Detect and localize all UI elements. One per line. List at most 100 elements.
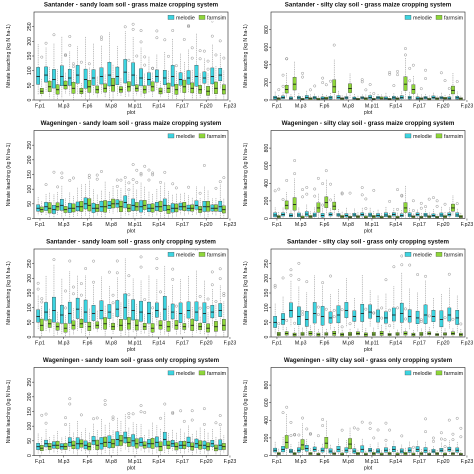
x-tick-label: F.p17 [413,104,426,110]
chart-panel-7: Wageningen - sandy loam soil - grass onl… [6,357,236,472]
x-axis-label: plot [127,110,136,116]
farmsim-box [182,79,187,93]
outlier-point [131,412,135,416]
outlier-point [443,445,447,448]
x-axis-label: plot [364,466,373,472]
y-tick-label: 200 [27,274,33,283]
outlier-point [360,80,364,84]
outlier-point [44,412,48,416]
x-tick-label: M.p11 [365,459,379,465]
y-tick-label: 200 [264,78,270,87]
chart-panel-4: Wageningen - silty clay soil - grass mai… [243,120,473,235]
outlier-point [324,169,328,173]
outlier-point [222,294,226,297]
melodie-box [344,302,349,318]
outlier-point [92,417,95,421]
outlier-point [273,283,277,287]
y-tick-label: 0 [27,454,33,457]
outlier-point [79,60,83,64]
outlier-point [340,428,344,432]
outlier-point [84,267,88,270]
melodie-box [115,66,120,85]
outlier-point [332,309,336,312]
y-tick-label: 0 [264,98,270,101]
outlier-point [372,436,376,440]
melodie-box [170,65,175,87]
y-tick-label: 400 [264,179,270,188]
outlier-point [281,84,285,88]
outlier-point [301,188,304,191]
outlier-point [36,281,40,285]
plot-frame [270,367,466,456]
x-tick-label: F.p1 [272,222,282,228]
melodie-box [218,303,223,317]
plot-frame [270,11,466,101]
y-tick-label: 100 [264,303,270,312]
outlier-point [139,255,143,259]
legend-bg [403,369,464,377]
outlier-point [281,198,285,201]
x-tick-label: F.p20 [437,104,450,110]
outlier-point [100,170,103,173]
outlier-point [388,428,391,432]
melodie-box [210,305,215,319]
outlier-point [277,88,281,92]
outlier-point [187,185,190,189]
x-tick-label: M.p3 [295,104,307,110]
outlier-point [92,259,95,263]
x-tick-label: M.p3 [58,341,70,347]
x-tick-label: F.p6 [320,222,330,228]
melodie-box [75,297,80,319]
x-tick-label: F.p23 [224,104,237,110]
chart-panel-1: Santander - sandy loam soil - grass maiz… [6,2,236,117]
outlier-point [309,432,312,436]
outlier-point [451,432,455,436]
outlier-point [171,182,175,186]
x-tick-label: M.p11 [365,104,379,110]
outlier-point [424,417,427,421]
x-tick-label: F.p1 [35,341,45,347]
outlier-point [321,76,325,80]
outlier-point [151,306,154,310]
x-tick-label: F.p14 [389,104,402,110]
outlier-point [222,56,226,60]
outlier-point [396,73,399,77]
y-axis-label: Nitrate leaching (kg N ha-1) [243,261,249,325]
outlier-point [301,310,304,313]
outlier-point [281,73,285,77]
outlier-point [321,203,325,207]
melodie-box [83,197,88,210]
outlier-point [179,409,183,413]
x-tick-label: F.p6 [83,222,93,228]
x-axis-label: plot [364,229,373,235]
melodie-box [131,62,135,86]
outlier-point [115,259,119,263]
outlier-point [440,431,443,435]
outlier-point [218,39,222,43]
melodie-box [392,307,396,322]
outlier-point [210,270,214,274]
outlier-point [214,186,218,190]
y-tick-label: 100 [27,303,33,312]
outlier-point [356,427,360,431]
outlier-point [151,171,154,175]
outlier-point [305,186,309,189]
outlier-point [139,404,143,407]
x-tick-label: F.p23 [224,341,237,347]
outlier-point [372,311,376,315]
outlier-point [163,402,167,406]
outlier-point [332,315,336,319]
outlier-point [111,415,115,419]
outlier-point [289,273,293,277]
outlier-point [100,38,103,41]
outlier-point [380,316,384,320]
outlier-point [68,259,72,263]
x-tick-label: F.p1 [272,341,282,347]
outlier-point [435,199,439,203]
outlier-point [203,423,206,426]
outlier-point [167,54,170,58]
outlier-point [364,207,368,210]
melodie-box [123,431,128,444]
legend-swatch-farmsim [435,133,443,139]
outlier-point [313,84,317,88]
